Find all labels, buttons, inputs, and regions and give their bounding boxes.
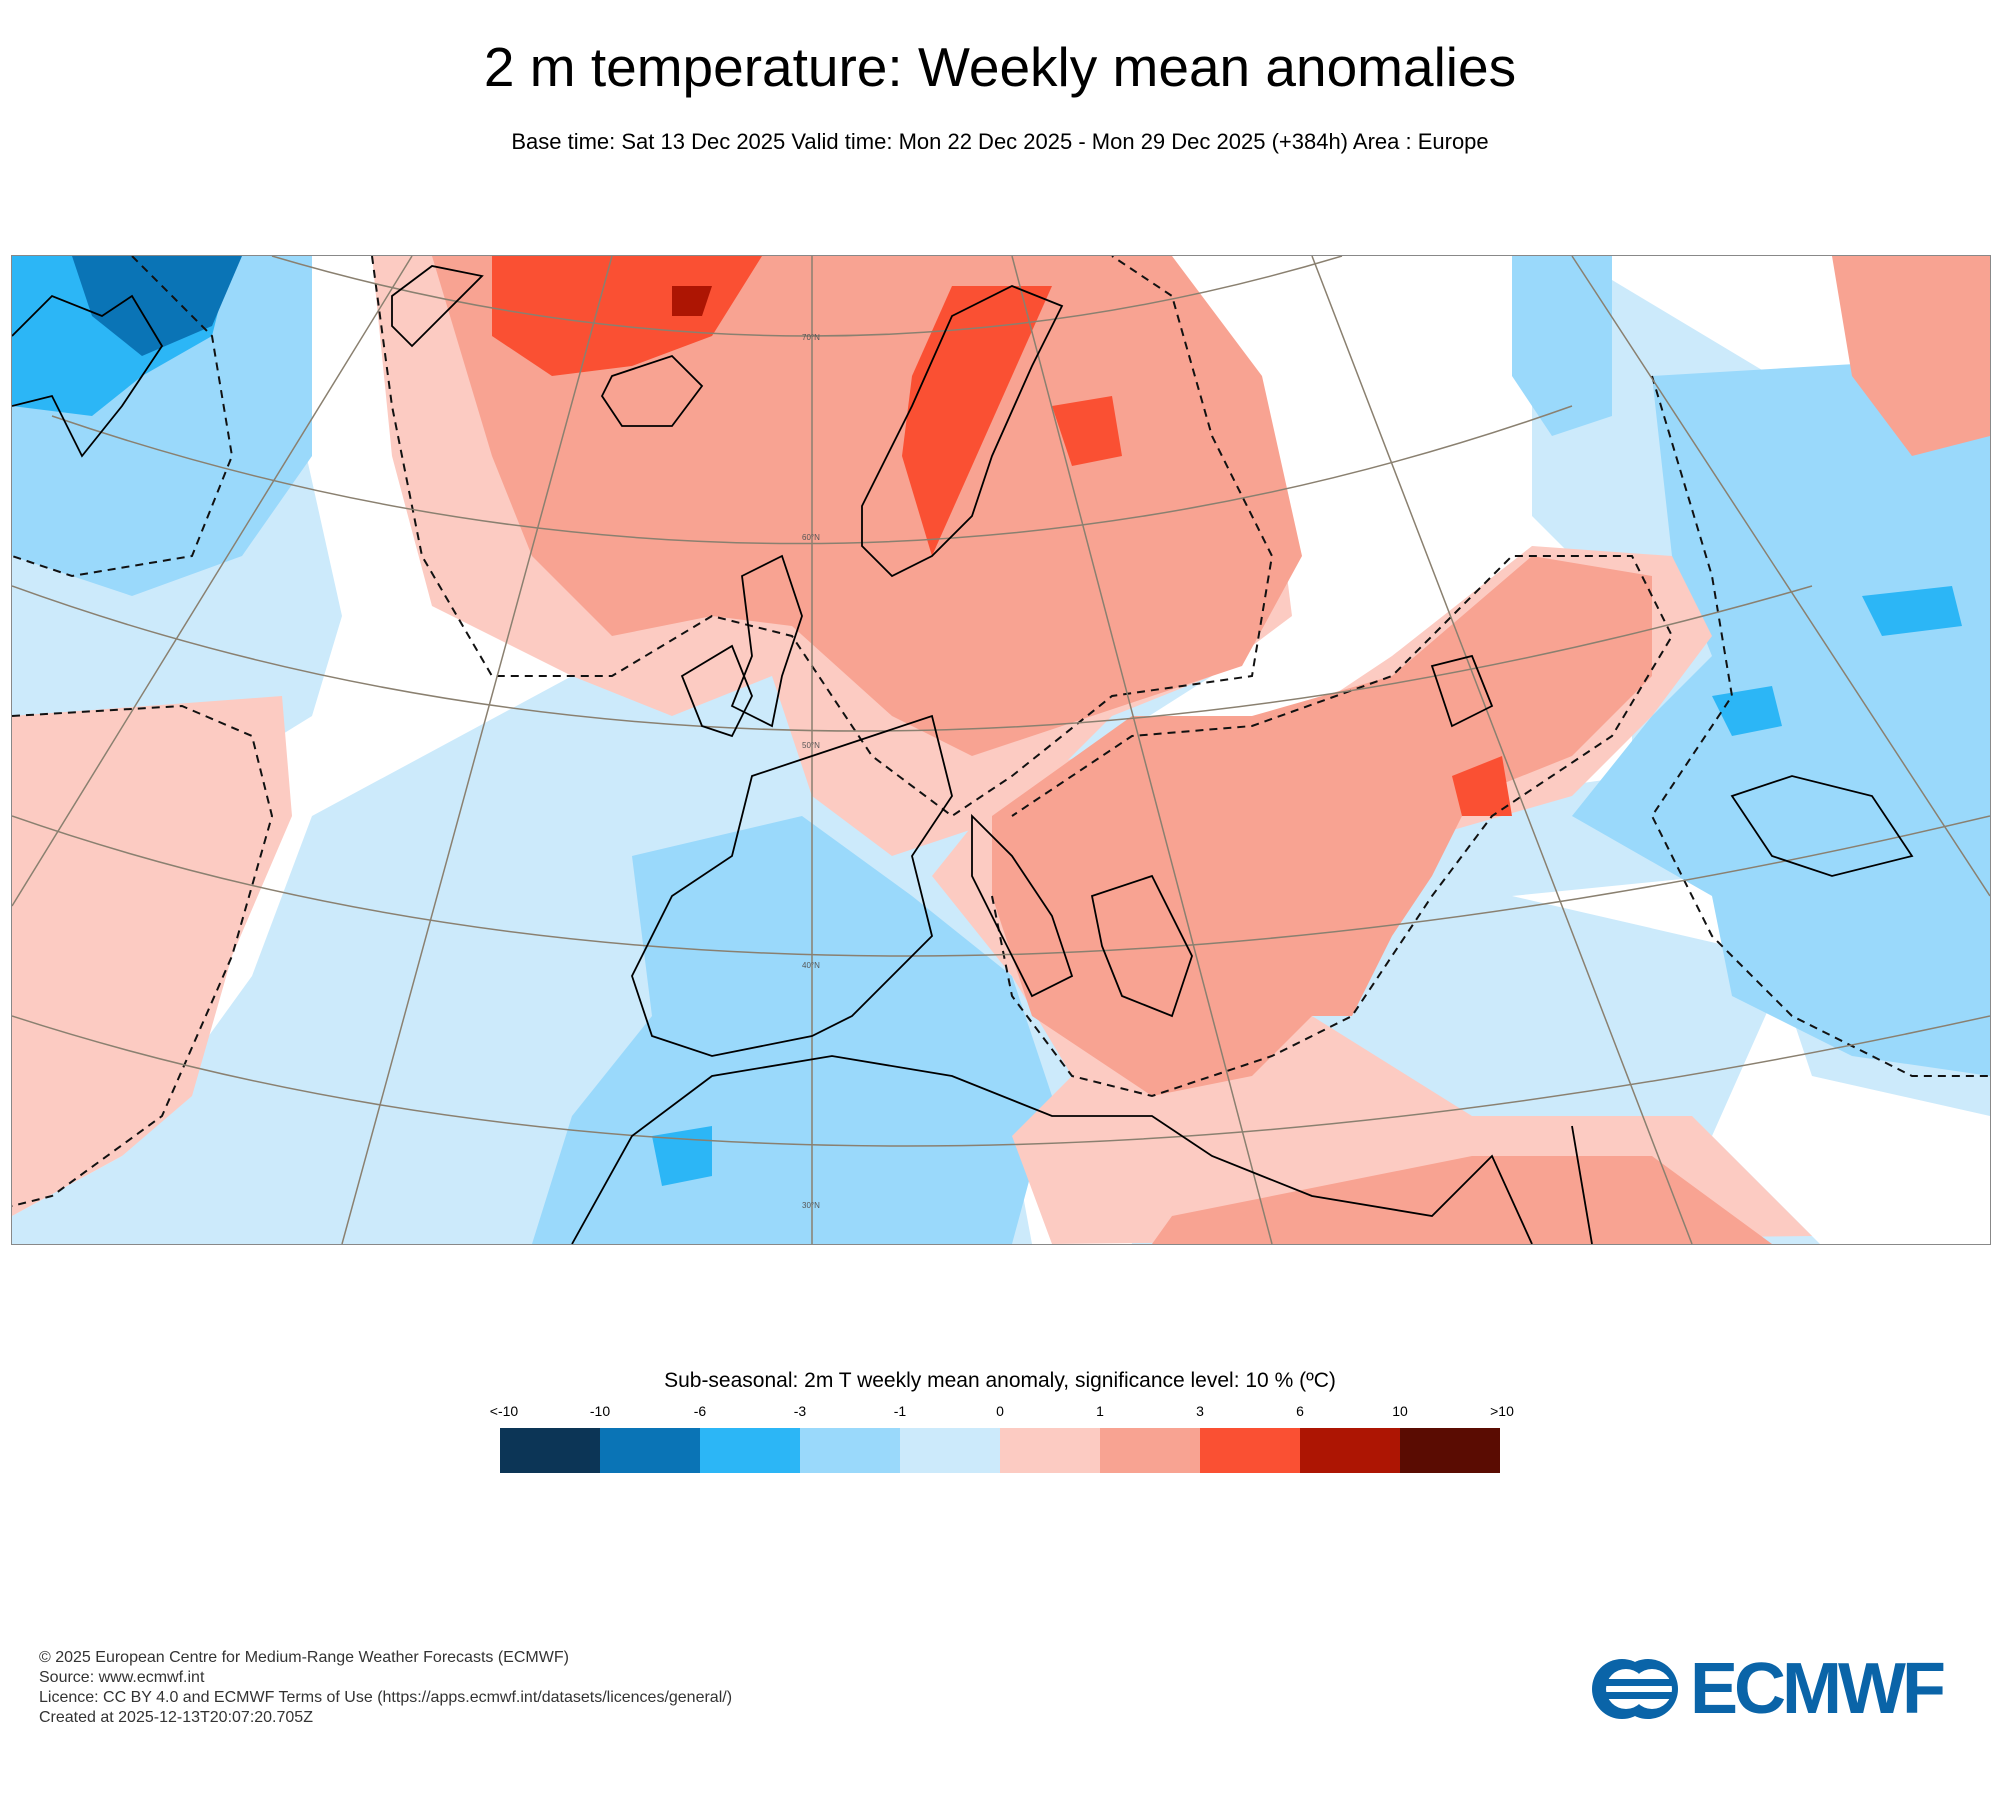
warm-anomaly-region (672, 286, 712, 316)
significance-contour (1650, 375, 1990, 1077)
svalbard-coast (391, 265, 484, 348)
graticule (12, 256, 1990, 1244)
ecmwf-logo[interactable]: ECMWF (1590, 1649, 1970, 1729)
legend-swatch-2 (700, 1428, 800, 1473)
legend-swatch-3 (800, 1428, 900, 1473)
legend-title: Sub-seasonal: 2m T weekly mean anomaly, … (664, 1369, 1336, 1392)
legend-ticks: <-10 -10 -6 -3 -1 0 1 3 6 10 >10 (0, 1402, 2000, 1422)
chart-subtitle: Base time: Sat 13 Dec 2025 Valid time: M… (511, 129, 1489, 154)
lat-label-30: 30°N (802, 1201, 820, 1210)
footer: © 2025 European Centre for Medium-Range … (39, 1648, 732, 1728)
latitude-line-70 (271, 256, 1343, 337)
significance-contour (12, 704, 274, 1207)
cold-anomaly-region (1572, 356, 1990, 1076)
iberia-france-coast (631, 714, 953, 1057)
ireland-coast (680, 644, 753, 738)
latitude-line-50 (12, 585, 1813, 732)
greenland-coast (12, 294, 164, 458)
significance-contour (991, 555, 1674, 1098)
legend-tick: 1 (1096, 1403, 1104, 1419)
legend-swatch-8 (1300, 1428, 1400, 1473)
legend-swatch-9 (1400, 1428, 1500, 1473)
neutral-zone (1512, 876, 1990, 1244)
cold-anomaly-region (72, 256, 242, 356)
lat-label-70: 70°N (802, 333, 820, 342)
meridian (1011, 256, 1273, 1244)
meridian (341, 256, 613, 1244)
scandinavia-coast (861, 285, 1064, 578)
legend-tick: 10 (1392, 1403, 1408, 1419)
legend-swatch-1 (600, 1428, 700, 1473)
balkans-coast (1090, 874, 1193, 1018)
source-text[interactable]: Source: www.ecmwf.int (39, 1669, 205, 1686)
iceland-coast (600, 354, 704, 427)
cold-anomaly-region (1712, 686, 1782, 736)
legend-swatch-4 (900, 1428, 1000, 1473)
red-sea-coast (1571, 1125, 1593, 1244)
lat-label-60: 60°N (802, 533, 820, 542)
legend-tick: >10 (1490, 1403, 1514, 1419)
legend-tick: 3 (1196, 1403, 1204, 1419)
ecmwf-logo-icon (1592, 1659, 1678, 1719)
legend-tick: <-10 (489, 1403, 519, 1419)
anomaly-map[interactable]: 70°N 60°N 50°N 40°N 30°N (11, 255, 1991, 1245)
warm-anomaly-region (432, 256, 1302, 756)
legend-swatch-0 (500, 1428, 600, 1473)
created-text: Created at 2025-12-13T20:07:20.705Z (39, 1709, 313, 1726)
legend-tick: -10 (589, 1403, 611, 1419)
legend-swatch-6 (1100, 1428, 1200, 1473)
warm-anomaly-region (1832, 256, 1990, 456)
caspian-coast (1730, 775, 1914, 877)
cold-anomaly-region (652, 1126, 712, 1186)
legend-tick: 6 (1296, 1403, 1304, 1419)
meridian (1311, 256, 1693, 1244)
licence-text[interactable]: Licence: CC BY 4.0 and ECMWF Terms of Us… (39, 1689, 733, 1706)
north-africa-coast (571, 1055, 1533, 1244)
coastlines (12, 265, 1914, 1244)
latitude-line-30 (12, 1015, 1990, 1147)
cold-anomaly-region (1512, 256, 1612, 436)
warm-anomaly-region (902, 286, 1052, 556)
latitude-line-40 (12, 815, 1990, 957)
meridian (12, 256, 413, 907)
warm-anomaly-region (1052, 396, 1122, 466)
warm-anomaly-region (1452, 756, 1512, 816)
ecmwf-logo-text: ECMWF (1690, 1649, 1946, 1729)
legend-swatch-7 (1200, 1428, 1300, 1473)
legend-tick: -6 (693, 1403, 707, 1419)
italy-coast (971, 813, 1074, 998)
legend-tick: 0 (996, 1403, 1004, 1419)
britain-coast (730, 554, 803, 728)
warm-anomaly-region (1152, 1156, 1772, 1244)
legend-tick: -3 (793, 1403, 807, 1419)
legend-tick: -1 (893, 1403, 907, 1419)
lat-label-40: 40°N (802, 961, 820, 970)
warm-anomaly-region (992, 556, 1652, 1096)
cold-anomaly-region (1862, 586, 1962, 636)
significance-contour (371, 256, 1274, 818)
legend-swatch-5 (1000, 1428, 1100, 1473)
black-sea-coast (1430, 654, 1494, 728)
warm-anomaly-region (12, 696, 292, 1216)
legend-colorbar (500, 1428, 1500, 1473)
copyright-text: © 2025 European Centre for Medium-Range … (39, 1649, 569, 1666)
lat-label-50: 50°N (802, 741, 820, 750)
chart-title: 2 m temperature: Weekly mean anomalies (483, 36, 1517, 98)
meridian (1571, 256, 1990, 897)
